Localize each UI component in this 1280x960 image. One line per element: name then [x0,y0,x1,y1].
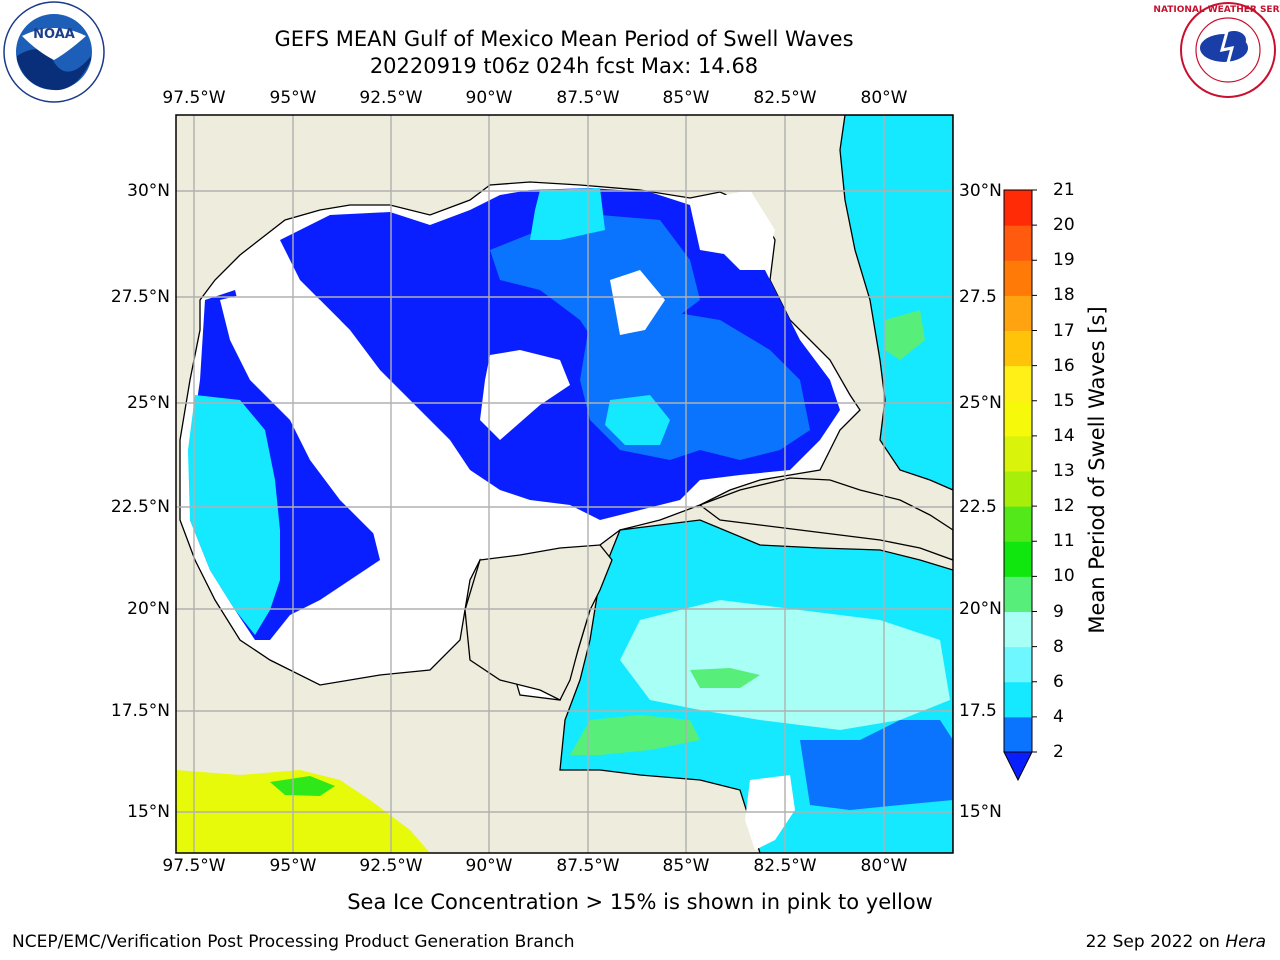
lon-label-bottom: 92.5°W [359,856,423,876]
footer-credit: NCEP/EMC/Verification Post Processing Pr… [12,932,575,952]
lon-label-top: 92.5°W [359,88,423,108]
colorbar-tick-label: 12 [1053,496,1075,517]
colorbar-segment [1004,681,1032,718]
footer-date: 22 Sep 2022 on Hera [1086,932,1266,952]
lon-label-top: 82.5°W [753,88,817,108]
lon-label-bottom: 87.5°W [556,856,620,876]
colorbar-under-arrow [1003,751,1033,782]
colorbar-tick-label: 20 [1053,215,1075,236]
lat-label-right: 30°N [959,181,1002,201]
lat-label-left: 27.5°N [110,287,170,307]
footer-host: Hera [1225,932,1266,952]
colorbar-tick-label: 15 [1053,390,1075,411]
noaa-logo-text: NOAA [33,27,75,42]
nws-logo-text: NATIONAL WEATHER SERVICE [1153,5,1280,15]
colorbar-tick-label: 9 [1053,601,1064,622]
colorbar-tick-label: 10 [1053,566,1075,587]
chart-subtitle: 20220919 t06z 024h fcst Max: 14.68 [369,54,759,78]
colorbar-tick-label: 14 [1053,425,1075,446]
lon-label-bottom: 95°W [269,856,317,876]
sea-ice-note: Sea Ice Concentration > 15% is shown in … [347,890,933,914]
lon-label-bottom: 97.5°W [162,856,226,876]
colorbar-segment [1004,506,1032,542]
graticule [176,115,953,853]
lon-label-top: 87.5°W [556,88,620,108]
lon-label-bottom: 90°W [465,856,513,876]
colorbar-segment [1004,576,1032,612]
colorbar-segment [1004,365,1032,402]
atlantic-water [839,115,953,491]
lat-label-left: 25°N [127,393,170,413]
pacific-ice-green [270,776,335,796]
lat-label-right: 25°N [959,393,1002,413]
lon-label-top: 80°W [860,88,908,108]
cuba-coast [698,477,953,561]
no-data-west [220,290,560,570]
colorbar-tick-label: 21 [1053,180,1075,200]
no-data-center [610,270,665,335]
colorbar-segment [1004,190,1032,226]
lat-label-left: 17.5°N [110,701,170,721]
lon-label-top: 97.5°W [162,88,226,108]
lon-label-bottom: 80°W [860,856,908,876]
colorbar-tick-label: 11 [1053,531,1075,552]
colorbar-tick-label: 17 [1053,320,1075,341]
colorbar-segment [1004,400,1032,437]
colorbar-tick-label: 19 [1053,250,1075,271]
colorbar-segment [1004,471,1032,507]
swell-region-cyan-center [605,395,670,445]
swell-region-cyan-north [530,188,605,240]
colorbar-segment [1004,260,1032,296]
lat-label-left: 20°N [127,599,170,619]
lat-label-right: 17.5 [959,701,997,721]
colorbar-segment [1004,330,1032,367]
lat-label-left: 22.5°N [110,497,170,517]
footer-date-text: 22 Sep 2022 on [1085,932,1226,952]
colorbar-tick-label: 8 [1053,636,1064,657]
swell-region-green-2 [690,668,760,688]
colorbar-label: Mean Period of Swell Waves [s] [1085,306,1109,634]
colorbar-segment [1004,435,1032,472]
swell-region-green-3 [885,310,925,360]
colorbar-segment [1004,295,1032,331]
colorbar-segment [1004,611,1032,648]
lat-label-right: 22.5 [959,497,997,517]
lat-label-right: 20°N [959,599,1002,619]
chart-title: GEFS MEAN Gulf of Mexico Mean Period of … [274,27,854,51]
swell-region-blue-carib [800,720,953,810]
colorbar-tick-label: 6 [1053,671,1064,692]
colorbar-tick-label: 4 [1053,706,1064,727]
colorbar-tick-label: 2 [1053,742,1064,762]
no-data-center-2 [480,350,570,440]
no-data-east [700,190,775,270]
colorbar-tick-label: 18 [1053,285,1075,306]
lon-label-top: 95°W [269,88,317,108]
lat-label-right: 15°N [959,802,1002,822]
yucatan-coast [464,544,613,701]
lon-label-bottom: 82.5°W [753,856,817,876]
lon-label-bottom: 85°W [662,856,710,876]
colorbar-segment [1004,225,1032,261]
lon-label-top: 85°W [662,88,710,108]
lat-label-left: 15°N [127,802,170,822]
nws-logo: NATIONAL WEATHER SERVICE [1153,2,1280,98]
lat-label-left: 30°N [127,181,170,201]
colorbar-tick-label: 16 [1053,355,1075,376]
colorbar-segment [1004,716,1032,753]
colorbar [1003,189,1037,782]
swell-region-cyan-west [188,395,280,635]
lon-label-top: 90°W [465,88,513,108]
map-frame [175,114,954,854]
noaa-logo: NOAA [3,1,105,103]
lat-label-right: 27.5 [959,287,997,307]
colorbar-segment [1004,541,1032,577]
colorbar-tick-label: 13 [1053,461,1075,481]
swell-region-green-1 [570,715,700,755]
colorbar-segment [1004,646,1032,683]
